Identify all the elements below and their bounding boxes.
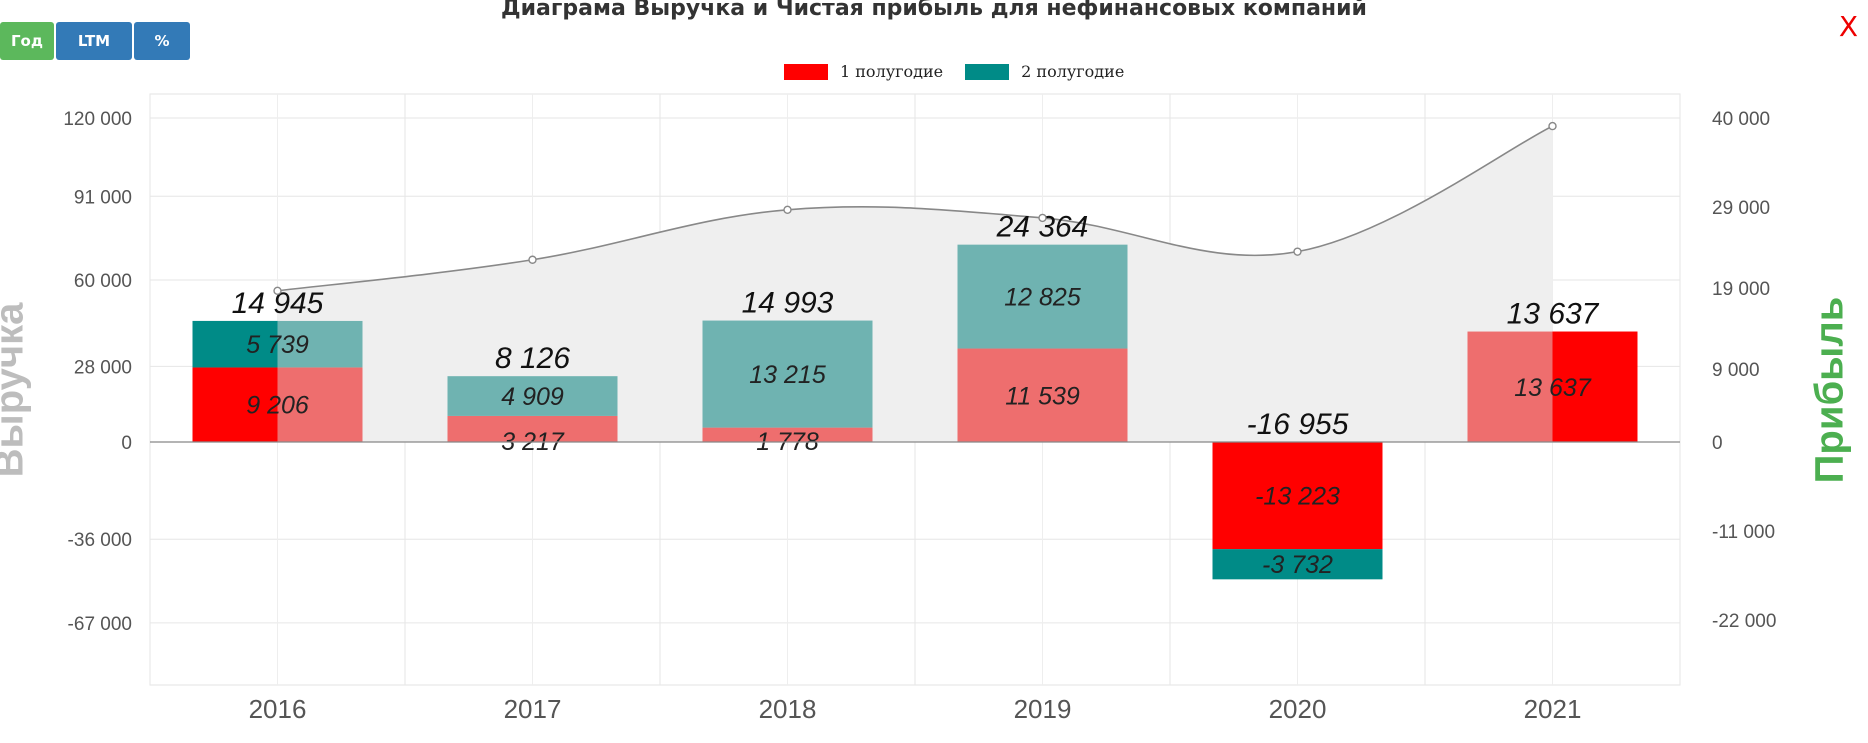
revenue-point: [528, 255, 537, 264]
bar-h1-value-label: 13 637: [1514, 374, 1592, 402]
bar-h1-value-label: -13 223: [1255, 483, 1340, 511]
period-toggle-group: Год LTM %: [0, 22, 190, 60]
bar-h2-highlight: [192, 320, 278, 368]
bar-h1-value-label: 11 539: [1005, 382, 1080, 410]
y-left-tick-label: 28 000: [74, 357, 132, 378]
revenue-line: [277, 125, 1553, 292]
bar-h2: [447, 376, 618, 416]
legend-item-h1[interactable]: 1 полугодие: [784, 62, 943, 81]
y-left-tick-label: -67 000: [68, 614, 132, 635]
bar-h1: [957, 348, 1128, 442]
y-right-tick-label: 19 000: [1712, 279, 1770, 300]
bar-h1-highlight: [1552, 331, 1638, 442]
bar-h1: [447, 415, 618, 442]
x-tick-label: 2020: [1269, 694, 1327, 724]
y-left-tick-label: -36 000: [68, 530, 132, 551]
y-left-tick-label: 60 000: [74, 271, 132, 292]
x-tick-label: 2016: [249, 694, 307, 724]
y-left-tick-label: 120 000: [63, 109, 132, 130]
bar-h2-value-label: 12 825: [1004, 284, 1081, 312]
bar-h2: [957, 244, 1128, 349]
y-left-tick-label: 0: [121, 433, 132, 454]
bar-total-label: 8 126: [495, 342, 570, 375]
legend-swatch-h1: [784, 63, 828, 80]
revenue-point: [1548, 121, 1557, 131]
bar-h2-value-label: 5 739: [246, 331, 309, 359]
x-tick-label: 2017: [504, 694, 562, 724]
y-right-tick-label: 29 000: [1712, 198, 1770, 219]
revenue-point: [273, 286, 282, 295]
close-icon[interactable]: X: [1838, 10, 1858, 43]
bar-h2: [702, 320, 873, 428]
bar-h1: [702, 427, 873, 442]
x-tick-label: 2021: [1524, 694, 1582, 724]
year-button[interactable]: Год: [0, 22, 54, 60]
legend-label-h1: 1 полугодие: [840, 62, 944, 81]
revenue-area: [277, 126, 1553, 442]
chart-title: Диаграма Выручка и Чистая прибыль для не…: [501, 0, 1367, 21]
revenue-point: [783, 205, 792, 215]
legend-item-h2[interactable]: 2 полугодие: [965, 62, 1124, 81]
bar-h2-value-label: -3 732: [1262, 551, 1333, 579]
y-right-tick-label: 0: [1712, 433, 1723, 454]
ltm-button[interactable]: LTM: [56, 22, 132, 60]
bar-h2-value-label: 4 909: [501, 383, 564, 411]
revenue-point: [1038, 213, 1047, 223]
bar-h2-value-label: 13 215: [749, 361, 826, 389]
bar-total-label: 13 637: [1507, 298, 1600, 331]
y-right-tick-label: 9 000: [1712, 360, 1760, 381]
bar-h1-value-label: 9 206: [246, 392, 309, 420]
percent-button[interactable]: %: [134, 22, 190, 60]
bar-h2: [1212, 549, 1383, 580]
bar-total-label: -16 955: [1247, 408, 1349, 441]
y-right-tick-label: -22 000: [1712, 611, 1776, 632]
y-right-tick-label: -11 000: [1712, 522, 1775, 543]
y-left-tick-label: 91 000: [74, 187, 132, 208]
bar-h1-highlight: [192, 367, 278, 442]
chart-legend: 1 полугодие 2 полугодие: [784, 62, 1146, 81]
bar-total-label: 14 993: [742, 287, 834, 320]
y-right-tick-label: 40 000: [1712, 109, 1770, 130]
bar-h1: [1212, 442, 1383, 550]
revenue-point: [1293, 247, 1302, 256]
legend-label-h2: 2 полугодие: [1021, 62, 1125, 81]
x-tick-label: 2018: [759, 694, 817, 724]
legend-swatch-h2: [965, 63, 1010, 80]
x-tick-label: 2019: [1014, 694, 1072, 724]
